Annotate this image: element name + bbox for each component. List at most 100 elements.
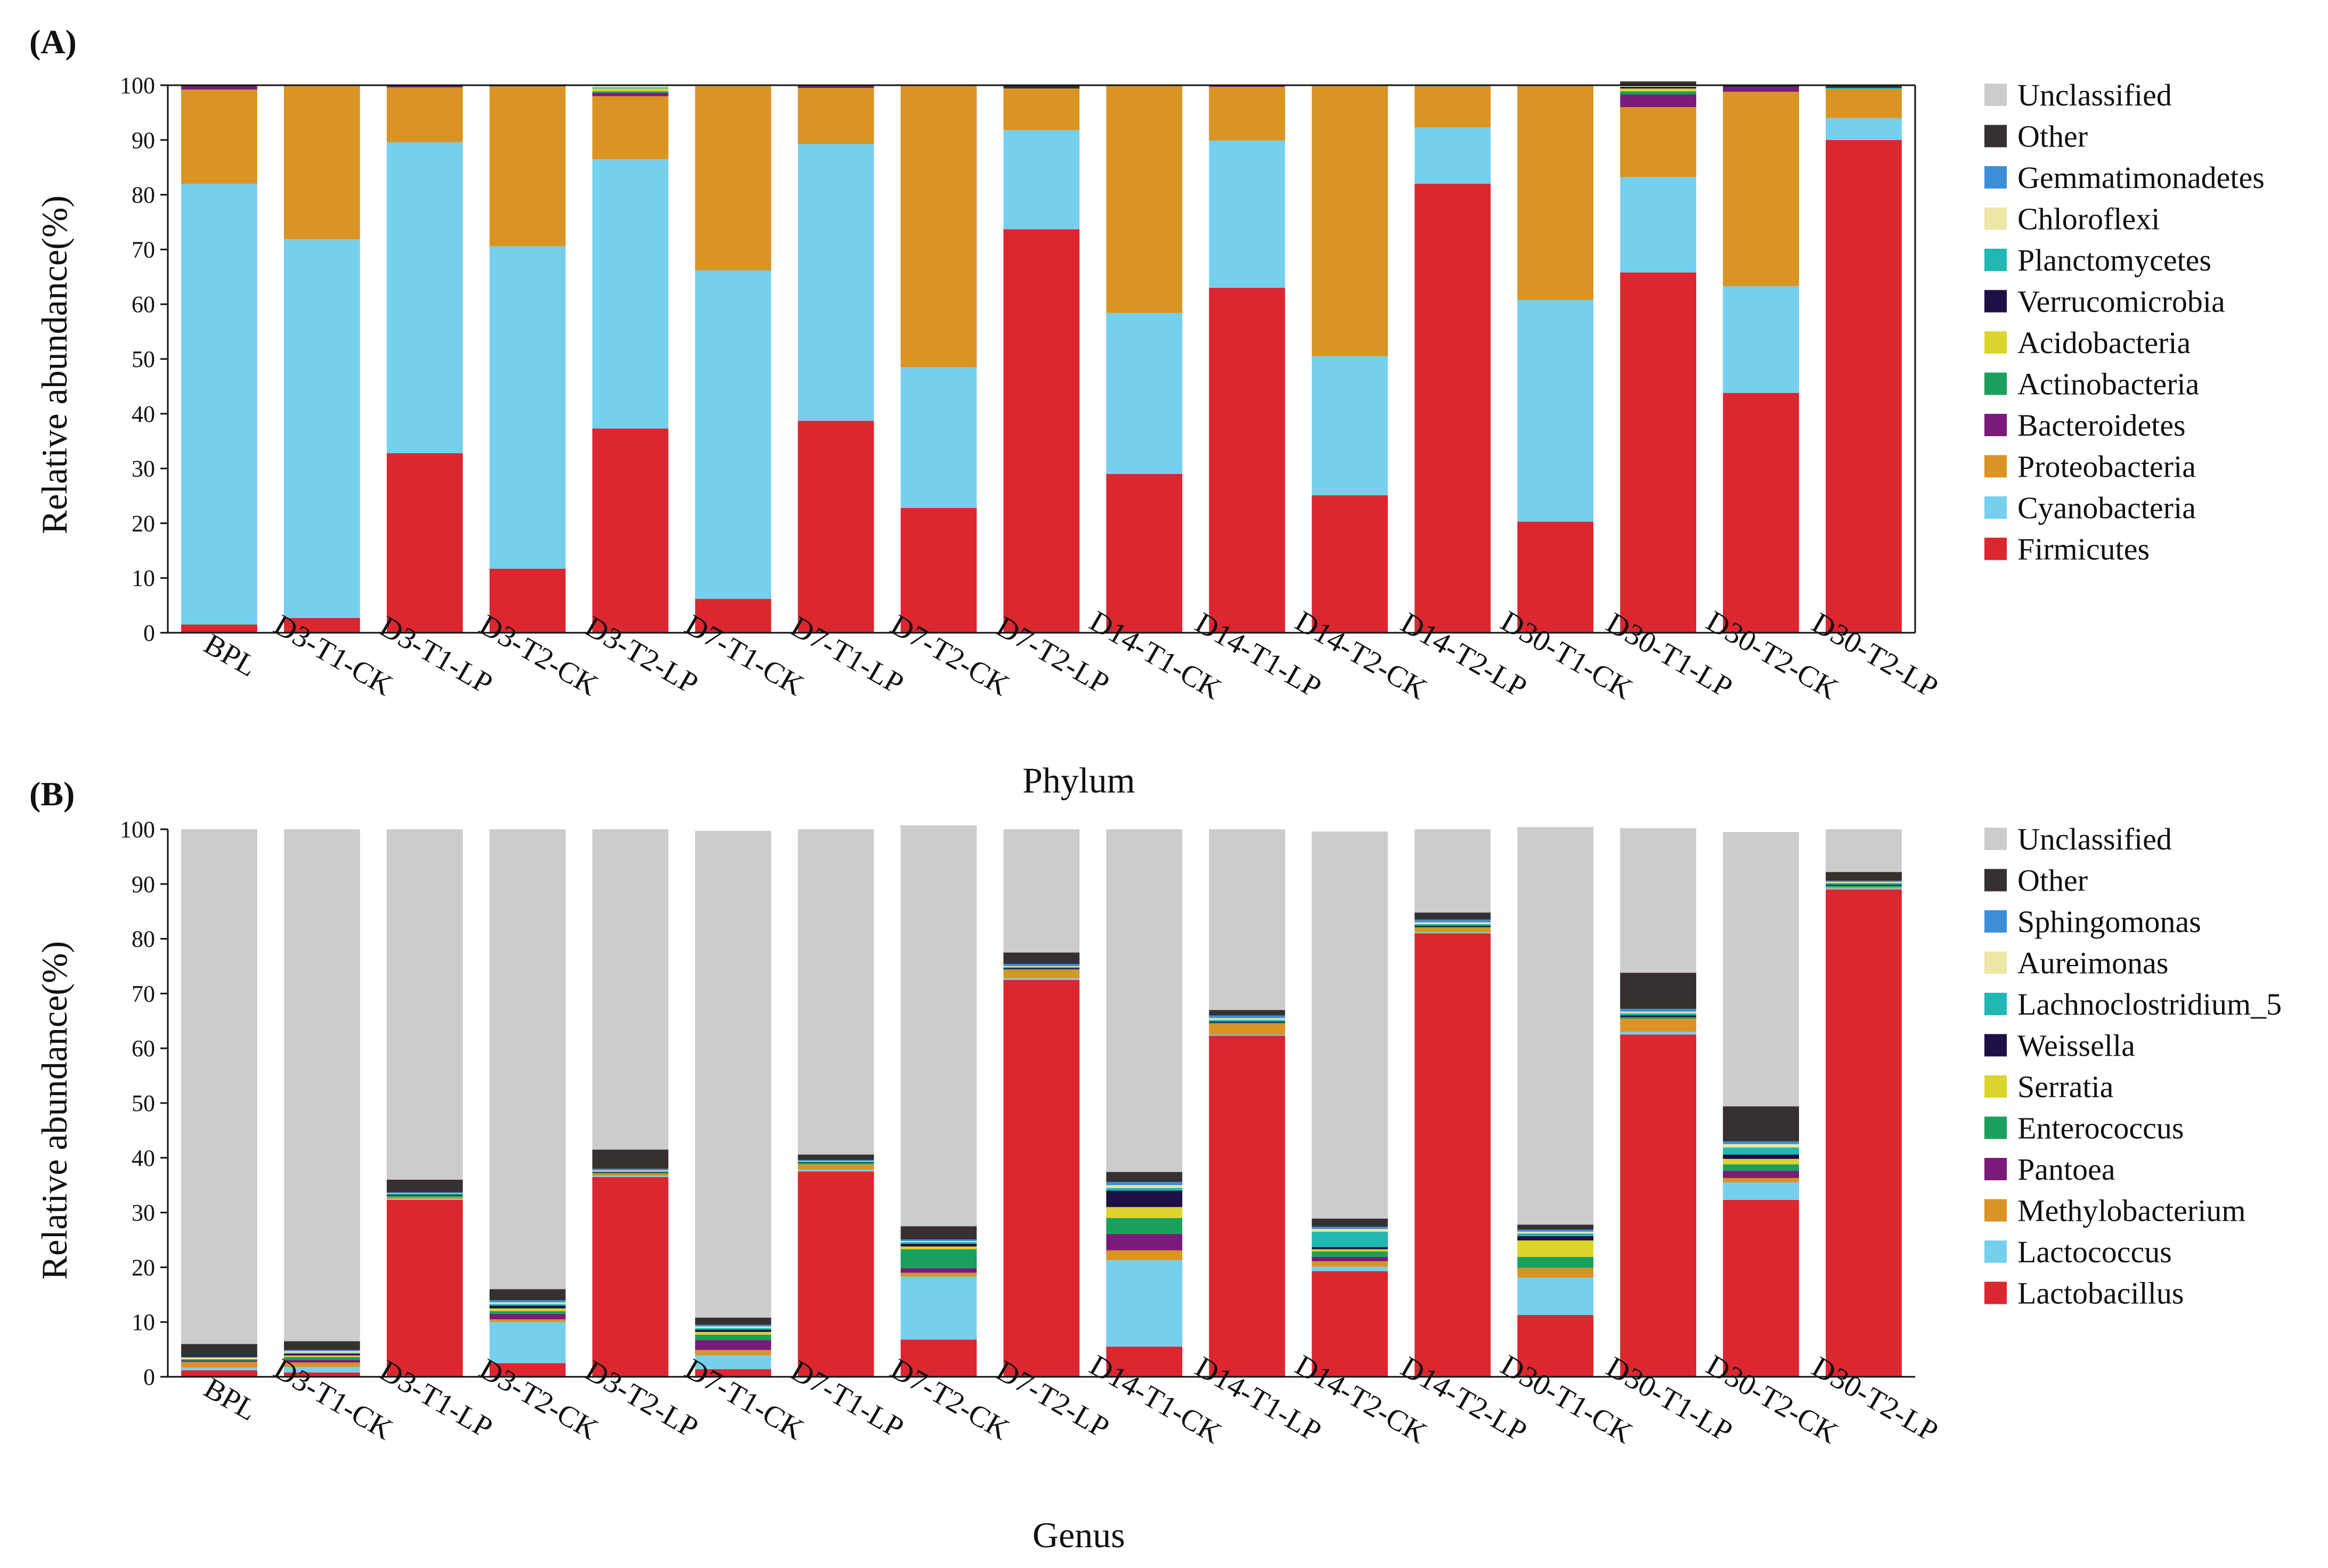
panel-a-bar-d3-t2-lp-planctomycetes <box>592 87 669 89</box>
panel-b-bar-d3-t1-ck-sphingomonas <box>284 1350 360 1351</box>
panel-b-bar-d7-t2-ck-pantoea <box>900 1268 977 1273</box>
panel-a-legend-swatch-planctomycetes <box>1984 249 2007 271</box>
panel-b-bar-d14-t2-ck-lachnoclostridium-5 <box>1312 1231 1388 1247</box>
panel-b-bar-d14-t1-lp-other <box>1209 1010 1285 1016</box>
panel-a-bar-d7-t2-lp-firmicutes <box>1003 229 1080 633</box>
panel-b-legend-label-aureimonas: Aureimonas <box>2017 946 2169 981</box>
panel-b-bar-d14-t1-lp-methylobacterium <box>1209 1023 1285 1035</box>
panel-b-ytick-label: 40 <box>132 1145 155 1171</box>
panel-b-bar-d14-t2-lp-other <box>1414 912 1491 920</box>
panel-a-ytick-label: 20 <box>132 510 155 536</box>
panel-b-legend-swatch-enterococcus <box>1984 1116 2007 1139</box>
panel-a-ytick-label: 30 <box>132 456 155 482</box>
panel-b-bar-d30-t2-ck-enterococcus <box>1723 1164 1799 1171</box>
panel-b-bar-d30-t2-lp-aureimonas <box>1826 881 1902 883</box>
panel-b-bar-d14-t2-ck-pantoea <box>1312 1256 1388 1262</box>
panel-a-bar-bpl-proteobacteria <box>181 89 257 184</box>
panel-b-bar-bpl-pantoea <box>181 1361 257 1362</box>
panel-b-bar-d14-t1-lp-lachnoclostridium-5 <box>1209 1019 1285 1022</box>
panel-b-ytick-label: 0 <box>143 1364 155 1390</box>
panel-b-bar-d14-t2-lp-lachnoclostridium-5 <box>1414 924 1491 926</box>
panel-a-bar-bpl-bacteroidetes <box>181 86 257 90</box>
panel-a-legend-label-planctomycetes: Planctomycetes <box>2017 243 2211 277</box>
panel-a-bar-d3-t1-lp-cyanobacteria <box>386 142 463 453</box>
panel-a-legend-swatch-acidobacteria <box>1984 331 2007 354</box>
panel-b-bar-d14-t1-lp-lactobacillus <box>1209 1035 1285 1377</box>
panel-b-bar-d3-t1-ck-unclassified <box>284 829 360 1342</box>
panel-b-legend-label-unclassified: Unclassified <box>2017 822 2172 856</box>
panel-a-bar-d7-t1-lp-firmicutes <box>797 421 874 633</box>
panel-a-bar-d14-t2-lp-cyanobacteria <box>1414 127 1491 184</box>
panel-b-bar-d7-t2-ck-other <box>900 1226 977 1239</box>
panel-b-bar-d3-t2-ck-unclassified <box>489 829 566 1289</box>
panel-b-bar-d14-t1-lp-unclassified <box>1209 829 1285 1010</box>
panel-b-bar-d7-t1-ck-lactobacillus <box>695 1369 771 1377</box>
panel-b-bar-d14-t1-ck-lactococcus <box>1106 1260 1183 1347</box>
panel-a-bar-d3-t2-lp-actinobacteria <box>592 91 669 93</box>
panel-b-bar-d7-t2-ck-sphingomonas <box>900 1239 977 1242</box>
panel-a-bar-d3-t1-ck-firmicutes <box>284 618 360 633</box>
panel-b-bar-d7-t2-lp-sphingomonas <box>1003 963 1080 966</box>
panel-b-bar-d14-t2-lp-sphingomonas <box>1414 919 1491 922</box>
panel-a-legend-label-proteobacteria: Proteobacteria <box>2017 450 2196 484</box>
panel-a-chart: BPL D3-T1-CKD3-T1-LPD3-T2-CKD3-T2-LPD7-T1… <box>120 72 2265 706</box>
panel-b-bar-d7-t2-lp-lactococcus <box>1003 978 1080 980</box>
panel-b-bar-d14-t1-lp-weissella <box>1209 1021 1285 1023</box>
panel-b-bar-d3-t1-ck-serratia <box>284 1355 360 1357</box>
panel-b-bar-d3-t1-ck-lactococcus <box>284 1367 360 1373</box>
panel-b-bar-d7-t1-ck-methylobacterium <box>695 1350 771 1355</box>
panel-b-bar-d30-t2-ck-sphingomonas <box>1723 1141 1799 1145</box>
panel-a-legend-swatch-other <box>1984 125 2007 148</box>
panel-b-bar-d3-t1-lp-other <box>386 1179 463 1193</box>
panel-b-bar-d30-t1-ck-serratia <box>1517 1240 1594 1257</box>
panel-b-bar-d7-t2-ck-serratia <box>900 1246 977 1250</box>
panel-b-bar-d30-t1-ck-methylobacterium <box>1517 1268 1594 1278</box>
panel-b-legend-label-methylobacterium: Methylobacterium <box>2017 1194 2245 1228</box>
panel-b-bar-d7-t1-lp-sphingomonas <box>797 1159 874 1161</box>
panel-a-legend-swatch-gemmatimonadetes <box>1984 166 2007 189</box>
panel-a-bar-d14-t2-ck-proteobacteria <box>1312 86 1388 356</box>
panel-b-bar-d3-t2-lp-lactobacillus <box>592 1177 669 1377</box>
panel-b-bar-d3-t1-ck-pantoea <box>284 1360 360 1363</box>
panel-b-bar-d7-t1-ck-other <box>695 1317 771 1325</box>
panel-b-bar-bpl-sphingomonas <box>181 1357 257 1358</box>
panel-a-bar-d30-t1-lp-verrucomicrobia <box>1620 87 1697 89</box>
panel-b-bar-d14-t2-ck-enterococcus <box>1312 1251 1388 1257</box>
panel-b-ytick-label: 60 <box>132 1035 155 1061</box>
panel-b-bar-d7-t2-ck-lachnoclostridium-5 <box>900 1242 977 1244</box>
panel-a-bar-d3-t1-ck-cyanobacteria <box>284 239 360 618</box>
panel-b-bar-bpl-lactococcus <box>181 1367 257 1370</box>
panel-b-legend-label-lactococcus: Lactococcus <box>2017 1235 2172 1269</box>
panel-a-legend-label-verrucomicrobia: Verrucomicrobia <box>2017 284 2225 319</box>
panel-a-legend-label-gemmatimonadetes: Gemmatimonadetes <box>2017 160 2265 195</box>
panel-a-bar-d30-t1-lp-proteobacteria <box>1620 107 1697 177</box>
panel-a-bar-d30-t2-ck-cyanobacteria <box>1723 286 1799 393</box>
panel-b-bar-d7-t1-ck-pantoea <box>695 1340 771 1350</box>
panel-b-bar-d3-t1-ck-enterococcus <box>284 1357 360 1360</box>
panel-a-bar-bpl-cyanobacteria <box>181 184 257 625</box>
panel-b-bar-d7-t2-lp-methylobacterium <box>1003 970 1080 978</box>
panel-a-bar-d30-t2-lp-cyanobacteria <box>1826 118 1902 140</box>
panel-b-bar-d3-t2-lp-aureimonas <box>592 1170 669 1172</box>
panel-b-legend-label-enterococcus: Enterococcus <box>2017 1111 2184 1146</box>
panel-b-bar-d14-t1-lp-enterococcus <box>1209 1022 1285 1024</box>
panel-b-bar-d3-t2-ck-methylobacterium <box>489 1319 566 1322</box>
panel-b-ytick-label: 70 <box>132 981 155 1007</box>
panel-a-ytick-label: 0 <box>143 620 155 646</box>
panel-b-bar-d30-t2-lp-unclassified <box>1826 829 1902 872</box>
panel-b-bar-d3-t2-ck-sphingomonas <box>489 1300 566 1303</box>
panel-b-bar-d14-t2-lp-weissella <box>1414 925 1491 927</box>
panel-b-bar-d30-t1-ck-other <box>1517 1224 1594 1230</box>
panel-b-legend-swatch-methylobacterium <box>1984 1199 2007 1222</box>
panel-b-bar-d30-t2-lp-sphingomonas <box>1826 880 1902 882</box>
panel-b-bar-d14-t1-ck-aureimonas <box>1106 1185 1183 1188</box>
panel-b-bar-d14-t2-lp-lactococcus <box>1414 932 1491 934</box>
panel-a-bar-d7-t1-ck-cyanobacteria <box>695 270 771 599</box>
panel-b-bar-d7-t1-lp-other <box>797 1154 874 1160</box>
panel-b-bar-d30-t1-lp-methylobacterium <box>1620 1018 1697 1032</box>
panel-a-legend-swatch-firmicutes <box>1984 537 2007 560</box>
panel-a-bar-d7-t2-lp-cyanobacteria <box>1003 130 1080 230</box>
panel-a-bar-d30-t1-lp-bacteroidetes <box>1620 94 1697 108</box>
panel-b-bar-d3-t1-ck-other <box>284 1341 360 1350</box>
panel-a-ytick-label: 80 <box>132 182 155 208</box>
